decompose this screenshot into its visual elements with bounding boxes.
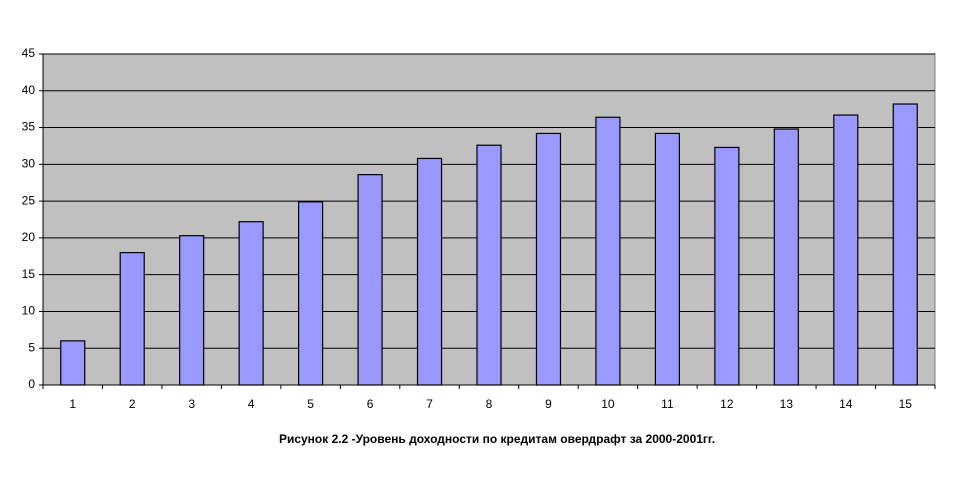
x-tick-label: 5 bbox=[307, 397, 314, 411]
bar bbox=[119, 252, 145, 386]
bar bbox=[179, 235, 205, 386]
y-tick-label: 5 bbox=[28, 340, 35, 354]
x-tick-label: 6 bbox=[367, 397, 374, 411]
x-tick-label: 13 bbox=[780, 397, 794, 411]
bar bbox=[238, 221, 264, 386]
x-tick-label: 4 bbox=[248, 397, 255, 411]
bar bbox=[714, 146, 740, 386]
y-tick-label: 10 bbox=[22, 304, 36, 318]
bar bbox=[595, 116, 621, 386]
bar bbox=[535, 132, 562, 386]
chart-title: Рисунок 2.2 -Уровень доходности по креди… bbox=[279, 432, 715, 446]
x-tick-label: 14 bbox=[839, 397, 853, 411]
x-tick-label: 3 bbox=[188, 397, 195, 411]
bar bbox=[833, 114, 859, 386]
y-tick-label: 30 bbox=[22, 157, 36, 171]
bar bbox=[60, 340, 86, 386]
x-tick-label: 2 bbox=[129, 397, 136, 411]
x-tick-label: 11 bbox=[661, 397, 674, 411]
x-tick-label: 8 bbox=[486, 397, 493, 411]
y-tick-label: 35 bbox=[22, 120, 36, 134]
bar bbox=[476, 144, 502, 386]
y-tick-label: 45 bbox=[22, 46, 36, 60]
x-tick-label: 1 bbox=[69, 397, 76, 411]
y-tick-label: 25 bbox=[22, 193, 36, 207]
y-tick-label: 0 bbox=[28, 377, 35, 391]
y-tick-label: 15 bbox=[22, 267, 36, 281]
bar bbox=[892, 103, 918, 386]
y-tick-label: 20 bbox=[22, 230, 36, 244]
x-tick-label: 12 bbox=[720, 397, 734, 411]
bar bbox=[298, 201, 324, 386]
bar bbox=[357, 174, 383, 386]
bar bbox=[416, 157, 443, 386]
x-tick-label: 9 bbox=[545, 397, 552, 411]
bar bbox=[654, 132, 681, 386]
x-tick-label: 15 bbox=[899, 397, 913, 411]
x-tick-label: 7 bbox=[426, 397, 433, 411]
y-tick-label: 40 bbox=[22, 83, 36, 97]
x-tick-label: 10 bbox=[601, 397, 615, 411]
bar bbox=[773, 128, 799, 386]
